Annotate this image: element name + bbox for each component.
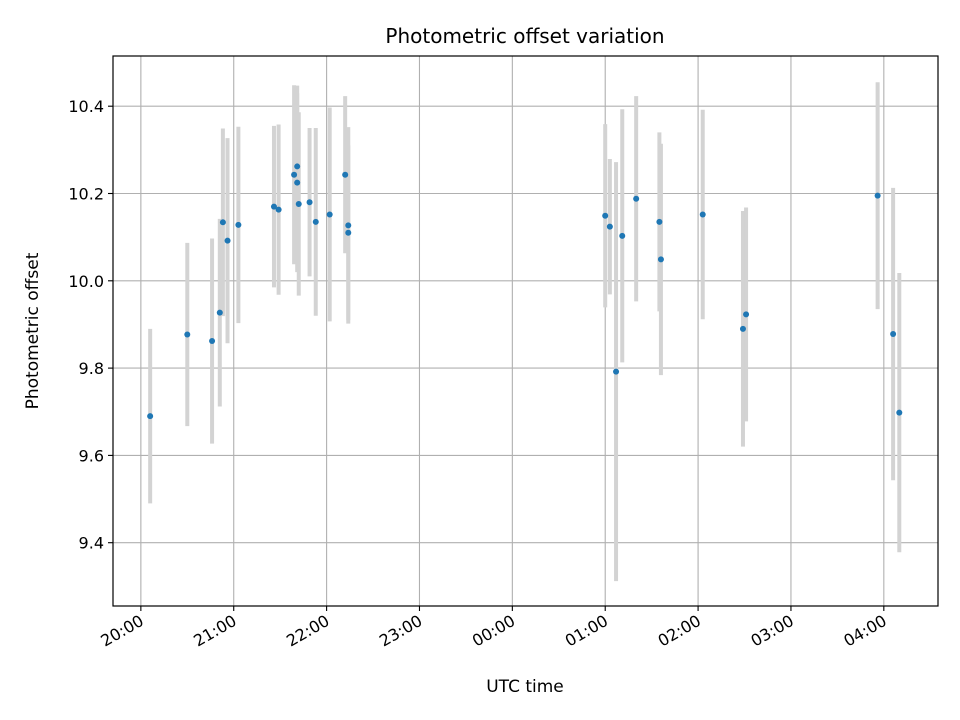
data-point [270, 203, 277, 210]
data-point [619, 232, 626, 239]
y-tick-label: 9.6 [79, 446, 104, 465]
data-point [633, 195, 640, 202]
data-point [184, 331, 191, 338]
data-point [656, 218, 663, 225]
point-layer [147, 163, 903, 420]
y-tick-label: 9.4 [79, 534, 104, 553]
data-point [291, 171, 298, 178]
data-point [306, 199, 313, 206]
data-point [874, 192, 881, 199]
data-point [209, 338, 216, 345]
y-tick-label: 10.2 [68, 185, 104, 204]
data-point [739, 325, 746, 332]
data-point [326, 211, 333, 218]
plot-frame [112, 55, 939, 607]
data-point [602, 212, 609, 219]
data-point [699, 211, 706, 218]
data-point [613, 368, 620, 375]
data-point [295, 200, 302, 207]
data-point [147, 413, 154, 420]
data-point [312, 218, 319, 225]
y-tick-label: 10.4 [68, 97, 104, 116]
data-point [275, 206, 282, 213]
data-point [896, 409, 903, 416]
data-point [216, 309, 223, 316]
data-point [219, 219, 226, 226]
chart-title: Photometric offset variation [385, 24, 664, 48]
y-axis-title: Photometric offset [23, 252, 43, 409]
data-point [606, 223, 613, 230]
data-point [890, 331, 897, 338]
data-point [294, 163, 301, 170]
data-point [657, 256, 664, 263]
data-point [235, 221, 242, 228]
data-point [345, 222, 352, 229]
y-tick-label: 10.0 [68, 272, 104, 291]
x-axis-title: UTC time [486, 677, 564, 697]
data-point [224, 237, 231, 244]
data-point [743, 311, 750, 318]
data-point [345, 229, 352, 236]
data-point [294, 179, 301, 186]
data-point [342, 171, 349, 178]
y-tick-label: 9.8 [79, 359, 104, 378]
